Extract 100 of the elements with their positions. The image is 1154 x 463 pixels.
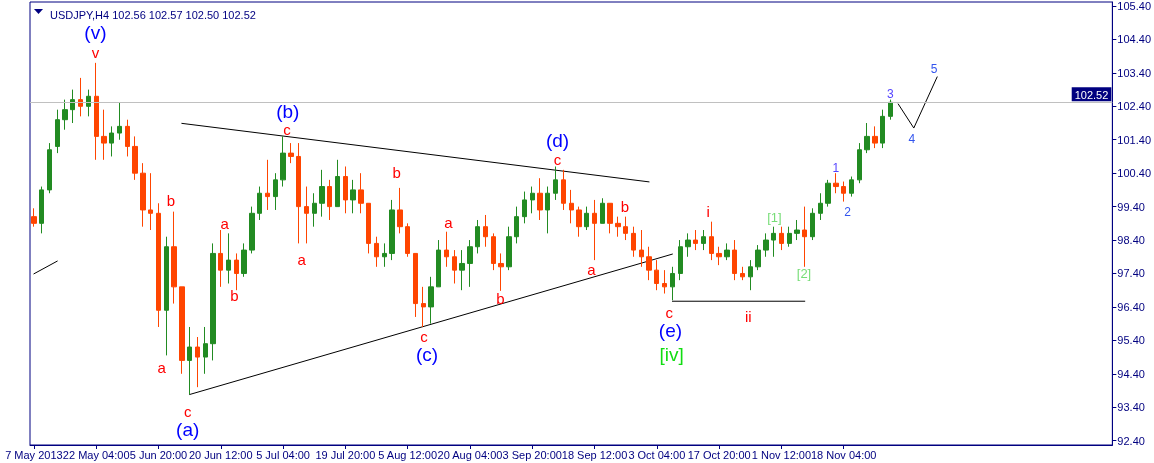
candlestick	[545, 186, 550, 234]
candlestick	[405, 222, 410, 258]
x-tick-label: 1 Nov 12:00	[751, 448, 812, 461]
candlestick	[335, 159, 340, 208]
candlestick	[670, 266, 675, 301]
candlestick	[156, 202, 161, 328]
y-tick-label: 97.40	[1117, 267, 1145, 280]
candlestick	[748, 259, 753, 291]
annotation: (b)	[276, 100, 300, 122]
candlestick	[701, 229, 706, 251]
candlestick	[428, 276, 434, 325]
candlestick	[312, 192, 317, 228]
y-tick-label: 101.40	[1117, 133, 1152, 146]
candlestick	[787, 226, 792, 248]
annotation: b	[392, 164, 401, 182]
candlestick	[678, 239, 683, 281]
candlestick	[561, 169, 566, 211]
x-tick-label: 5 Jun 20:00	[129, 448, 188, 461]
annotation: (d)	[545, 129, 570, 151]
annotation: c	[665, 304, 674, 322]
candlestick	[833, 172, 839, 194]
candlestick	[273, 172, 278, 211]
annotation: c	[420, 327, 429, 345]
candlestick	[374, 236, 379, 268]
candlestick	[576, 206, 582, 238]
candlestick	[763, 232, 769, 258]
candlestick	[553, 166, 558, 201]
x-tick-label: 3 Sep 20:00	[502, 448, 562, 461]
candlestick	[623, 216, 628, 241]
candlestick	[646, 246, 652, 281]
candlestick	[810, 207, 815, 241]
candlestick	[740, 266, 745, 281]
annotation: b	[496, 290, 505, 308]
candlestick	[514, 206, 519, 244]
candlestick	[280, 135, 286, 188]
candlestick	[31, 207, 37, 228]
candlestick	[327, 179, 332, 221]
y-tick-label: 96.40	[1117, 300, 1145, 313]
candlestick	[615, 216, 621, 238]
candlestick	[685, 232, 691, 258]
candlestick	[631, 226, 636, 258]
y-tick-label: 100.40	[1117, 167, 1152, 180]
candlestick	[849, 176, 854, 198]
annotation: v	[91, 44, 100, 62]
candlestick	[841, 181, 846, 203]
candlestick	[39, 186, 44, 234]
annotation: [2]	[796, 266, 812, 282]
candlestick	[62, 99, 68, 131]
candlestick	[467, 239, 473, 288]
candlestick	[436, 239, 441, 288]
candlestick	[498, 252, 504, 292]
ref-line-label: 102.52	[1074, 88, 1109, 101]
candlestick	[140, 162, 146, 228]
y-tick-label: 98.40	[1117, 234, 1145, 247]
candlestick	[265, 159, 270, 211]
candlestick	[475, 219, 480, 254]
annotation: 4	[908, 132, 916, 147]
x-tick-label: 18 Nov 04:00	[810, 448, 877, 461]
candlestick	[382, 242, 387, 268]
candlestick	[724, 242, 730, 261]
candlestick	[164, 236, 169, 356]
candlestick	[389, 199, 395, 261]
annotation: 3	[887, 86, 895, 101]
candlestick	[584, 206, 589, 231]
annotation: 5	[930, 61, 938, 76]
annotation: a	[297, 251, 307, 269]
candlestick	[888, 99, 893, 121]
candlestick	[241, 242, 247, 278]
candlestick	[125, 119, 130, 157]
candlestick	[491, 232, 496, 271]
candlestick	[569, 189, 574, 224]
candlestick	[218, 229, 223, 288]
y-tick-label: 92.40	[1117, 434, 1145, 447]
candlestick	[709, 221, 714, 261]
candlestick	[226, 232, 231, 285]
annotation: b	[620, 198, 630, 216]
candlestick	[592, 199, 597, 261]
candlestick	[413, 252, 418, 318]
x-tick-label: 5 Aug 12:00	[378, 448, 438, 461]
candlestick	[802, 206, 807, 268]
annotation: i	[706, 203, 710, 221]
candlestick	[47, 142, 52, 194]
x-tick-label: 3 Oct 04:00	[628, 448, 686, 461]
annotation: (a)	[176, 419, 200, 441]
annotation: [1]	[767, 210, 782, 226]
candlestick	[366, 202, 371, 254]
candlestick	[210, 242, 216, 361]
candlestick	[732, 239, 737, 281]
candlestick	[296, 142, 301, 244]
candlestick	[195, 336, 200, 388]
candlestick	[459, 249, 465, 291]
candlestick	[607, 202, 613, 234]
candlestick	[203, 326, 208, 375]
annotation: (e)	[658, 320, 683, 342]
x-tick-label: 17 Oct 20:00	[687, 448, 751, 461]
candlestick	[880, 109, 885, 149]
y-tick-label: 103.40	[1117, 66, 1152, 79]
candlestick	[864, 122, 870, 154]
candlestick	[693, 229, 698, 251]
candlestick	[94, 62, 99, 161]
